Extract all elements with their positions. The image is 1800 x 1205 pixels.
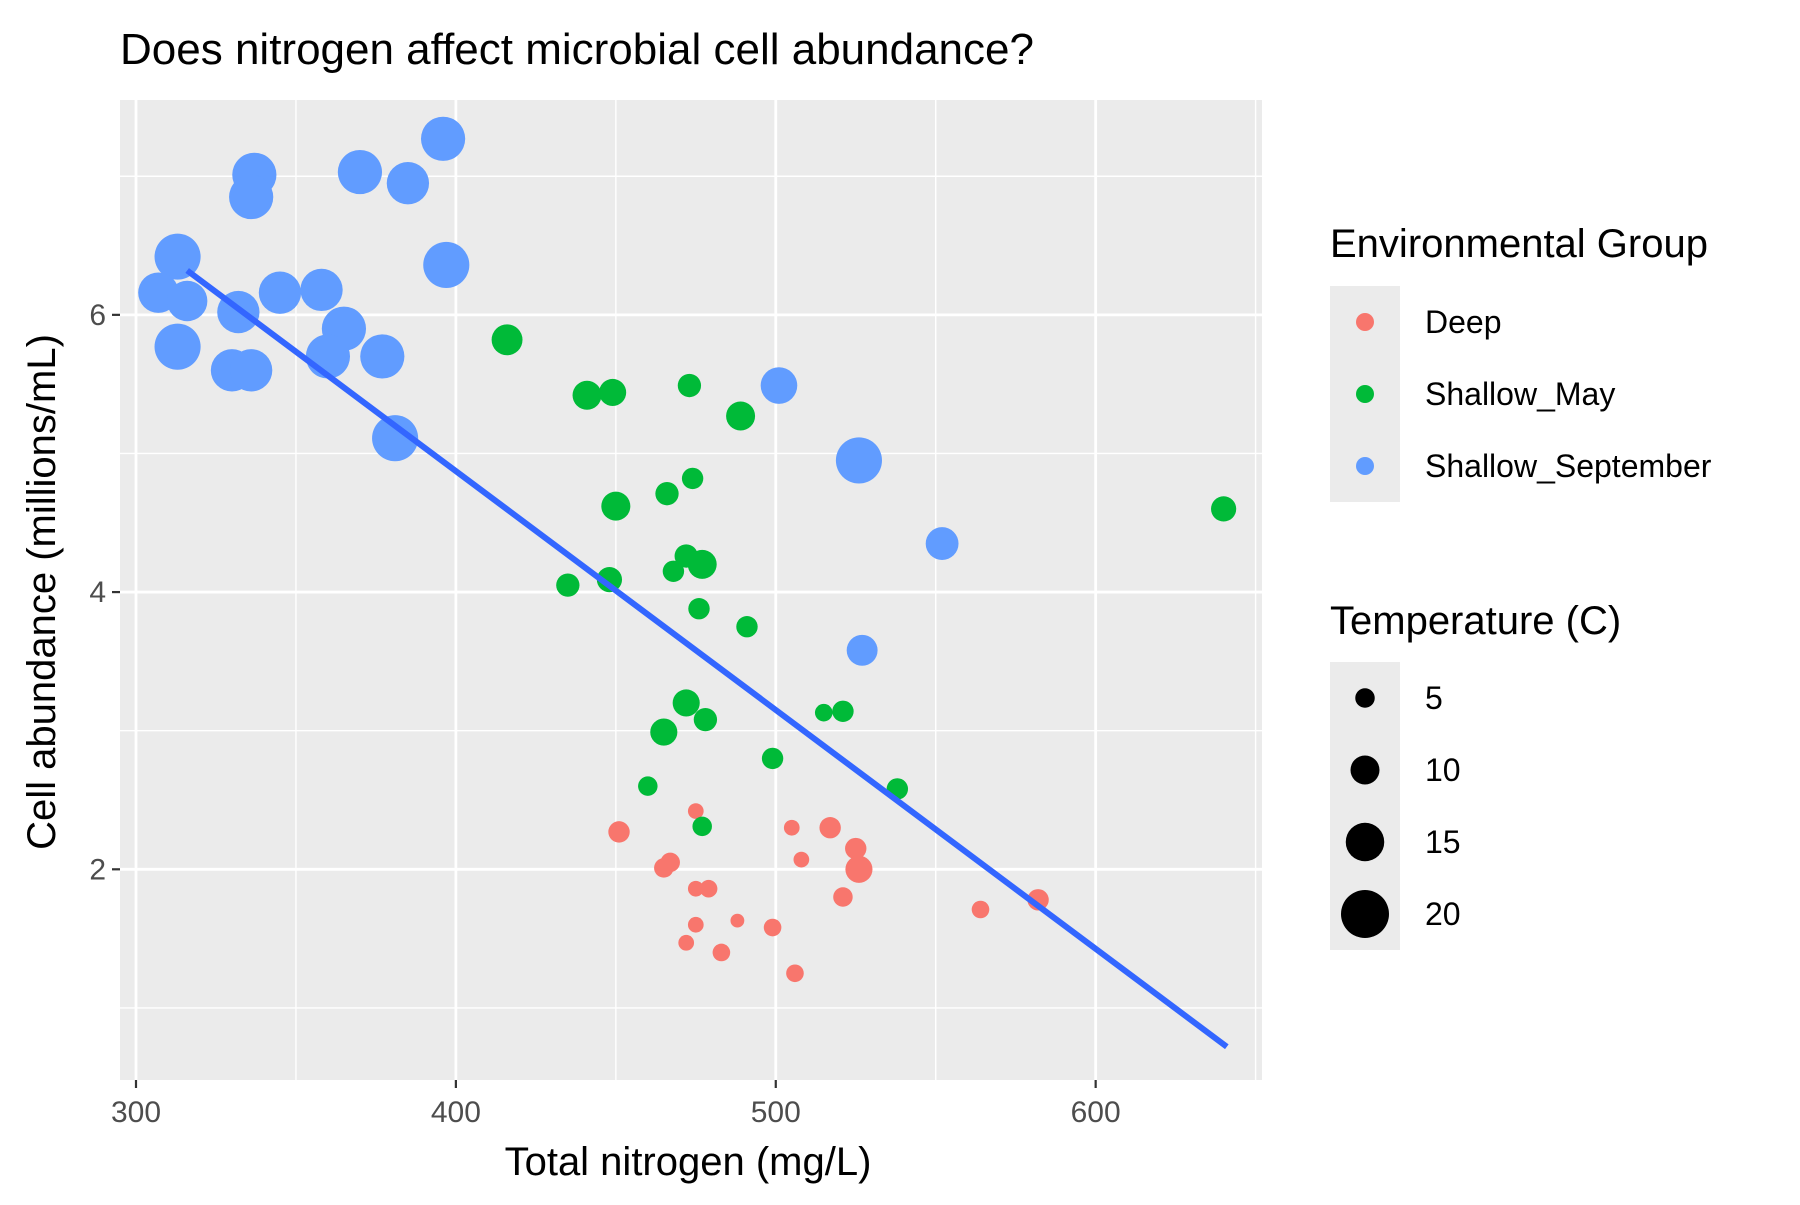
point-deep <box>687 803 704 819</box>
point-shallow-may <box>650 718 678 746</box>
point-deep <box>687 880 704 897</box>
color-legend-label: Deep <box>1425 304 1502 340</box>
size-legend-label: 5 <box>1425 680 1443 716</box>
point-shallow-may <box>687 549 717 579</box>
color-legend-label: Shallow_May <box>1425 376 1615 412</box>
y-axis-label: Cell abundance (millions/mL) <box>20 334 64 850</box>
x-tick-label: 400 <box>431 1096 481 1129</box>
point-deep <box>678 934 695 951</box>
point-deep <box>699 879 718 898</box>
point-deep <box>712 943 731 962</box>
point-shallow-september <box>166 280 208 322</box>
y-tick-label: 4 <box>89 576 106 609</box>
point-deep <box>793 851 810 868</box>
x-tick-label: 600 <box>1071 1096 1121 1129</box>
point-deep <box>845 855 873 883</box>
point-shallow-september <box>846 634 878 666</box>
color-legend: Environmental Group Deep Shallow_May Shall… <box>1330 222 1712 502</box>
point-shallow-may <box>599 378 627 407</box>
point-shallow-may <box>681 467 704 490</box>
y-tick-label: 6 <box>89 299 106 332</box>
point-shallow-may <box>832 700 854 722</box>
data-points <box>138 116 1237 983</box>
trend-line <box>185 268 1229 1050</box>
point-shallow-may <box>1211 496 1237 522</box>
point-shallow-may <box>655 482 679 506</box>
point-deep <box>833 887 853 907</box>
point-deep <box>783 819 800 836</box>
point-shallow-may <box>491 324 523 356</box>
point-shallow-may <box>601 491 631 521</box>
point-deep <box>786 964 804 983</box>
point-shallow-may <box>688 598 710 620</box>
point-deep <box>819 817 841 839</box>
point-shallow-may <box>693 707 718 732</box>
color-legend-key-shallow-september <box>1356 457 1374 475</box>
point-shallow-september <box>760 367 798 404</box>
point-shallow-may <box>736 616 758 638</box>
point-shallow-september <box>258 271 302 314</box>
point-deep <box>654 858 674 878</box>
point-deep <box>971 900 990 919</box>
color-legend-key-shallow-may <box>1356 385 1374 403</box>
point-shallow-september <box>420 116 466 161</box>
point-shallow-september <box>423 241 470 289</box>
point-shallow-september <box>154 323 201 370</box>
point-shallow-may <box>556 573 580 597</box>
y-tick-label: 2 <box>89 853 106 886</box>
point-deep <box>687 916 704 933</box>
point-shallow-september <box>337 149 383 195</box>
point-deep <box>730 913 745 928</box>
x-tick-label: 500 <box>751 1096 801 1129</box>
point-shallow-september <box>360 334 405 379</box>
size-legend-label: 20 <box>1425 896 1461 932</box>
color-legend-title: Environmental Group <box>1330 222 1708 266</box>
size-legend: Temperature (C) 5 10 15 20 <box>1330 599 1621 950</box>
point-shallow-may <box>596 567 623 593</box>
point-shallow-may <box>677 373 702 398</box>
color-legend-key-deep <box>1356 313 1374 331</box>
point-shallow-september <box>300 268 343 312</box>
x-tick-label: 300 <box>111 1096 161 1129</box>
point-shallow-may <box>662 560 685 582</box>
point-shallow-september <box>230 349 273 392</box>
size-legend-key-5 <box>1355 688 1375 708</box>
point-shallow-may <box>692 816 712 837</box>
point-shallow-may <box>638 776 658 796</box>
size-legend-key-10 <box>1350 755 1380 785</box>
size-legend-label: 10 <box>1425 752 1461 788</box>
point-shallow-may <box>726 401 756 431</box>
point-shallow-september <box>372 415 419 462</box>
point-deep <box>763 918 782 937</box>
size-legend-key-15 <box>1345 822 1385 862</box>
point-shallow-may <box>814 703 833 722</box>
point-shallow-may <box>761 747 784 770</box>
size-legend-key-20 <box>1341 890 1389 938</box>
panel-background <box>120 100 1262 1080</box>
plot-panel <box>120 100 1262 1080</box>
point-shallow-september <box>835 437 882 484</box>
point-shallow-may <box>672 689 700 717</box>
point-shallow-september <box>925 527 959 560</box>
point-shallow-september <box>229 174 274 220</box>
point-shallow-september <box>154 233 201 280</box>
point-deep <box>845 837 867 860</box>
color-legend-label: Shallow_September <box>1425 448 1712 484</box>
point-deep <box>608 821 630 843</box>
x-axis-label: Total nitrogen (mg/L) <box>505 1140 872 1184</box>
chart-title: Does nitrogen affect microbial cell abun… <box>120 25 1034 74</box>
size-legend-title: Temperature (C) <box>1330 599 1621 643</box>
point-shallow-september <box>386 162 430 205</box>
size-legend-label: 15 <box>1425 824 1461 860</box>
point-shallow-may <box>572 380 602 410</box>
